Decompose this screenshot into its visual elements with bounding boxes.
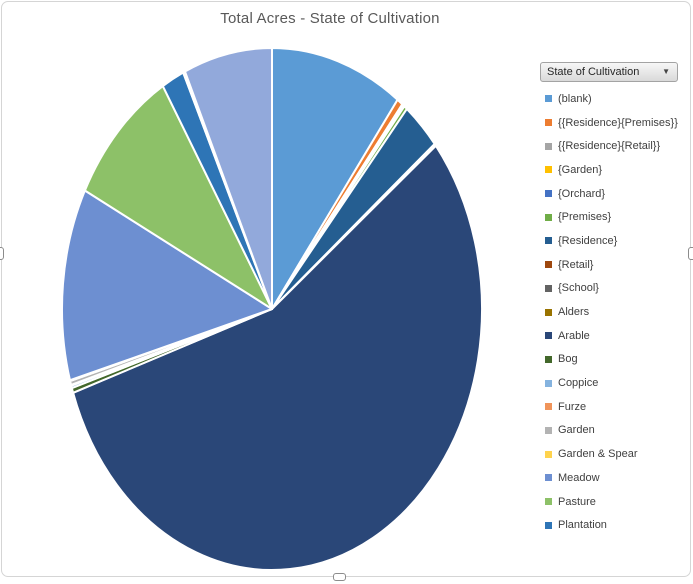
legend-item[interactable]: (blank): [540, 87, 690, 111]
legend-item-label: {Residence}: [558, 234, 618, 247]
legend-marker-swatch: [545, 332, 552, 340]
legend-item[interactable]: {Premises}: [540, 205, 690, 229]
legend-item-label: {Orchard}: [558, 187, 606, 200]
pie-slice[interactable]: [183, 47, 273, 310]
legend-item-label: Furze: [558, 400, 587, 413]
legend-item-label: Alders: [558, 306, 590, 319]
chart-title[interactable]: Total Acres - State of Cultivation: [220, 10, 440, 27]
legend-item[interactable]: Furze: [540, 395, 690, 419]
resize-handle-left[interactable]: [0, 247, 4, 260]
legend-item[interactable]: {{Residence}{Retail}}: [540, 134, 690, 158]
resize-handle-right[interactable]: [688, 247, 693, 260]
legend-item[interactable]: Coppice: [540, 371, 690, 395]
pie-slice[interactable]: [271, 47, 399, 310]
legend-marker-swatch: [545, 142, 552, 150]
legend-item[interactable]: Plantation: [540, 513, 690, 537]
legend-item-label: Arable: [558, 329, 590, 342]
legend-marker-swatch: [545, 521, 552, 529]
legend-item-label: {Garden}: [558, 163, 603, 176]
legend-marker-swatch: [545, 284, 552, 292]
legend-item[interactable]: Pasture: [540, 490, 690, 514]
legend-marker-swatch: [545, 403, 552, 411]
legend-marker-swatch: [545, 190, 552, 198]
legend-marker-swatch: [545, 95, 552, 103]
legend-item[interactable]: Garden: [540, 419, 690, 443]
resize-handle-bottom[interactable]: [333, 573, 346, 581]
legend-marker-swatch: [545, 119, 552, 127]
legend-item[interactable]: Arable: [540, 324, 690, 348]
legend-item[interactable]: Garden & Spear: [540, 442, 690, 466]
pie-slice[interactable]: [61, 189, 273, 382]
legend-item[interactable]: {Residence}: [540, 229, 690, 253]
legend-item-label: Plantation: [558, 519, 607, 532]
legend-item[interactable]: Alders: [540, 300, 690, 324]
legend-marker-swatch: [545, 379, 552, 387]
legend-item-label: {Retail}: [558, 258, 594, 271]
legend-item-label: {{Residence}{Retail}}: [558, 140, 661, 153]
legend-item[interactable]: {Garden}: [540, 158, 690, 182]
legend-item-label: {School}: [558, 282, 599, 295]
legend-item[interactable]: {Orchard}: [540, 182, 690, 206]
legend-item[interactable]: {School}: [540, 277, 690, 301]
legend-marker-swatch: [545, 237, 552, 245]
legend-item[interactable]: {Retail}: [540, 253, 690, 277]
legend-item-label: (blank): [558, 92, 592, 105]
pie-slice[interactable]: [83, 85, 273, 310]
field-filter-button[interactable]: State of Cultivation ▼: [540, 62, 678, 82]
legend-item[interactable]: Bog: [540, 348, 690, 372]
legend-item-label: Garden: [558, 424, 595, 437]
legend-item[interactable]: {{Residence}{Premises}}: [540, 111, 690, 135]
legend-item-label: {{Residence}{Premises}}: [558, 116, 678, 129]
legend-marker-swatch: [545, 474, 552, 482]
legend-marker-swatch: [545, 450, 552, 458]
legend-marker-swatch: [545, 166, 552, 174]
legend-marker-swatch: [545, 355, 552, 363]
legend: State of Cultivation ▼ (blank) {{Residenc…: [540, 62, 690, 537]
legend-item-label: Bog: [558, 353, 578, 366]
field-filter-label: State of Cultivation: [547, 66, 640, 78]
legend-items: (blank) {{Residence}{Premises}} {{Residenc…: [540, 87, 690, 537]
legend-item-label: Pasture: [558, 495, 596, 508]
legend-marker-swatch: [545, 261, 552, 269]
legend-item-label: Meadow: [558, 471, 600, 484]
legend-item-label: Coppice: [558, 377, 599, 390]
legend-item-label: {Premises}: [558, 211, 612, 224]
legend-marker-swatch: [545, 498, 552, 506]
legend-marker-swatch: [545, 213, 552, 221]
legend-item-label: Garden & Spear: [558, 448, 638, 461]
legend-marker-swatch: [545, 426, 552, 434]
legend-item[interactable]: Meadow: [540, 466, 690, 490]
legend-marker-swatch: [545, 308, 552, 316]
pie-slice[interactable]: [72, 144, 483, 571]
dropdown-arrow-icon: ▼: [662, 67, 670, 76]
